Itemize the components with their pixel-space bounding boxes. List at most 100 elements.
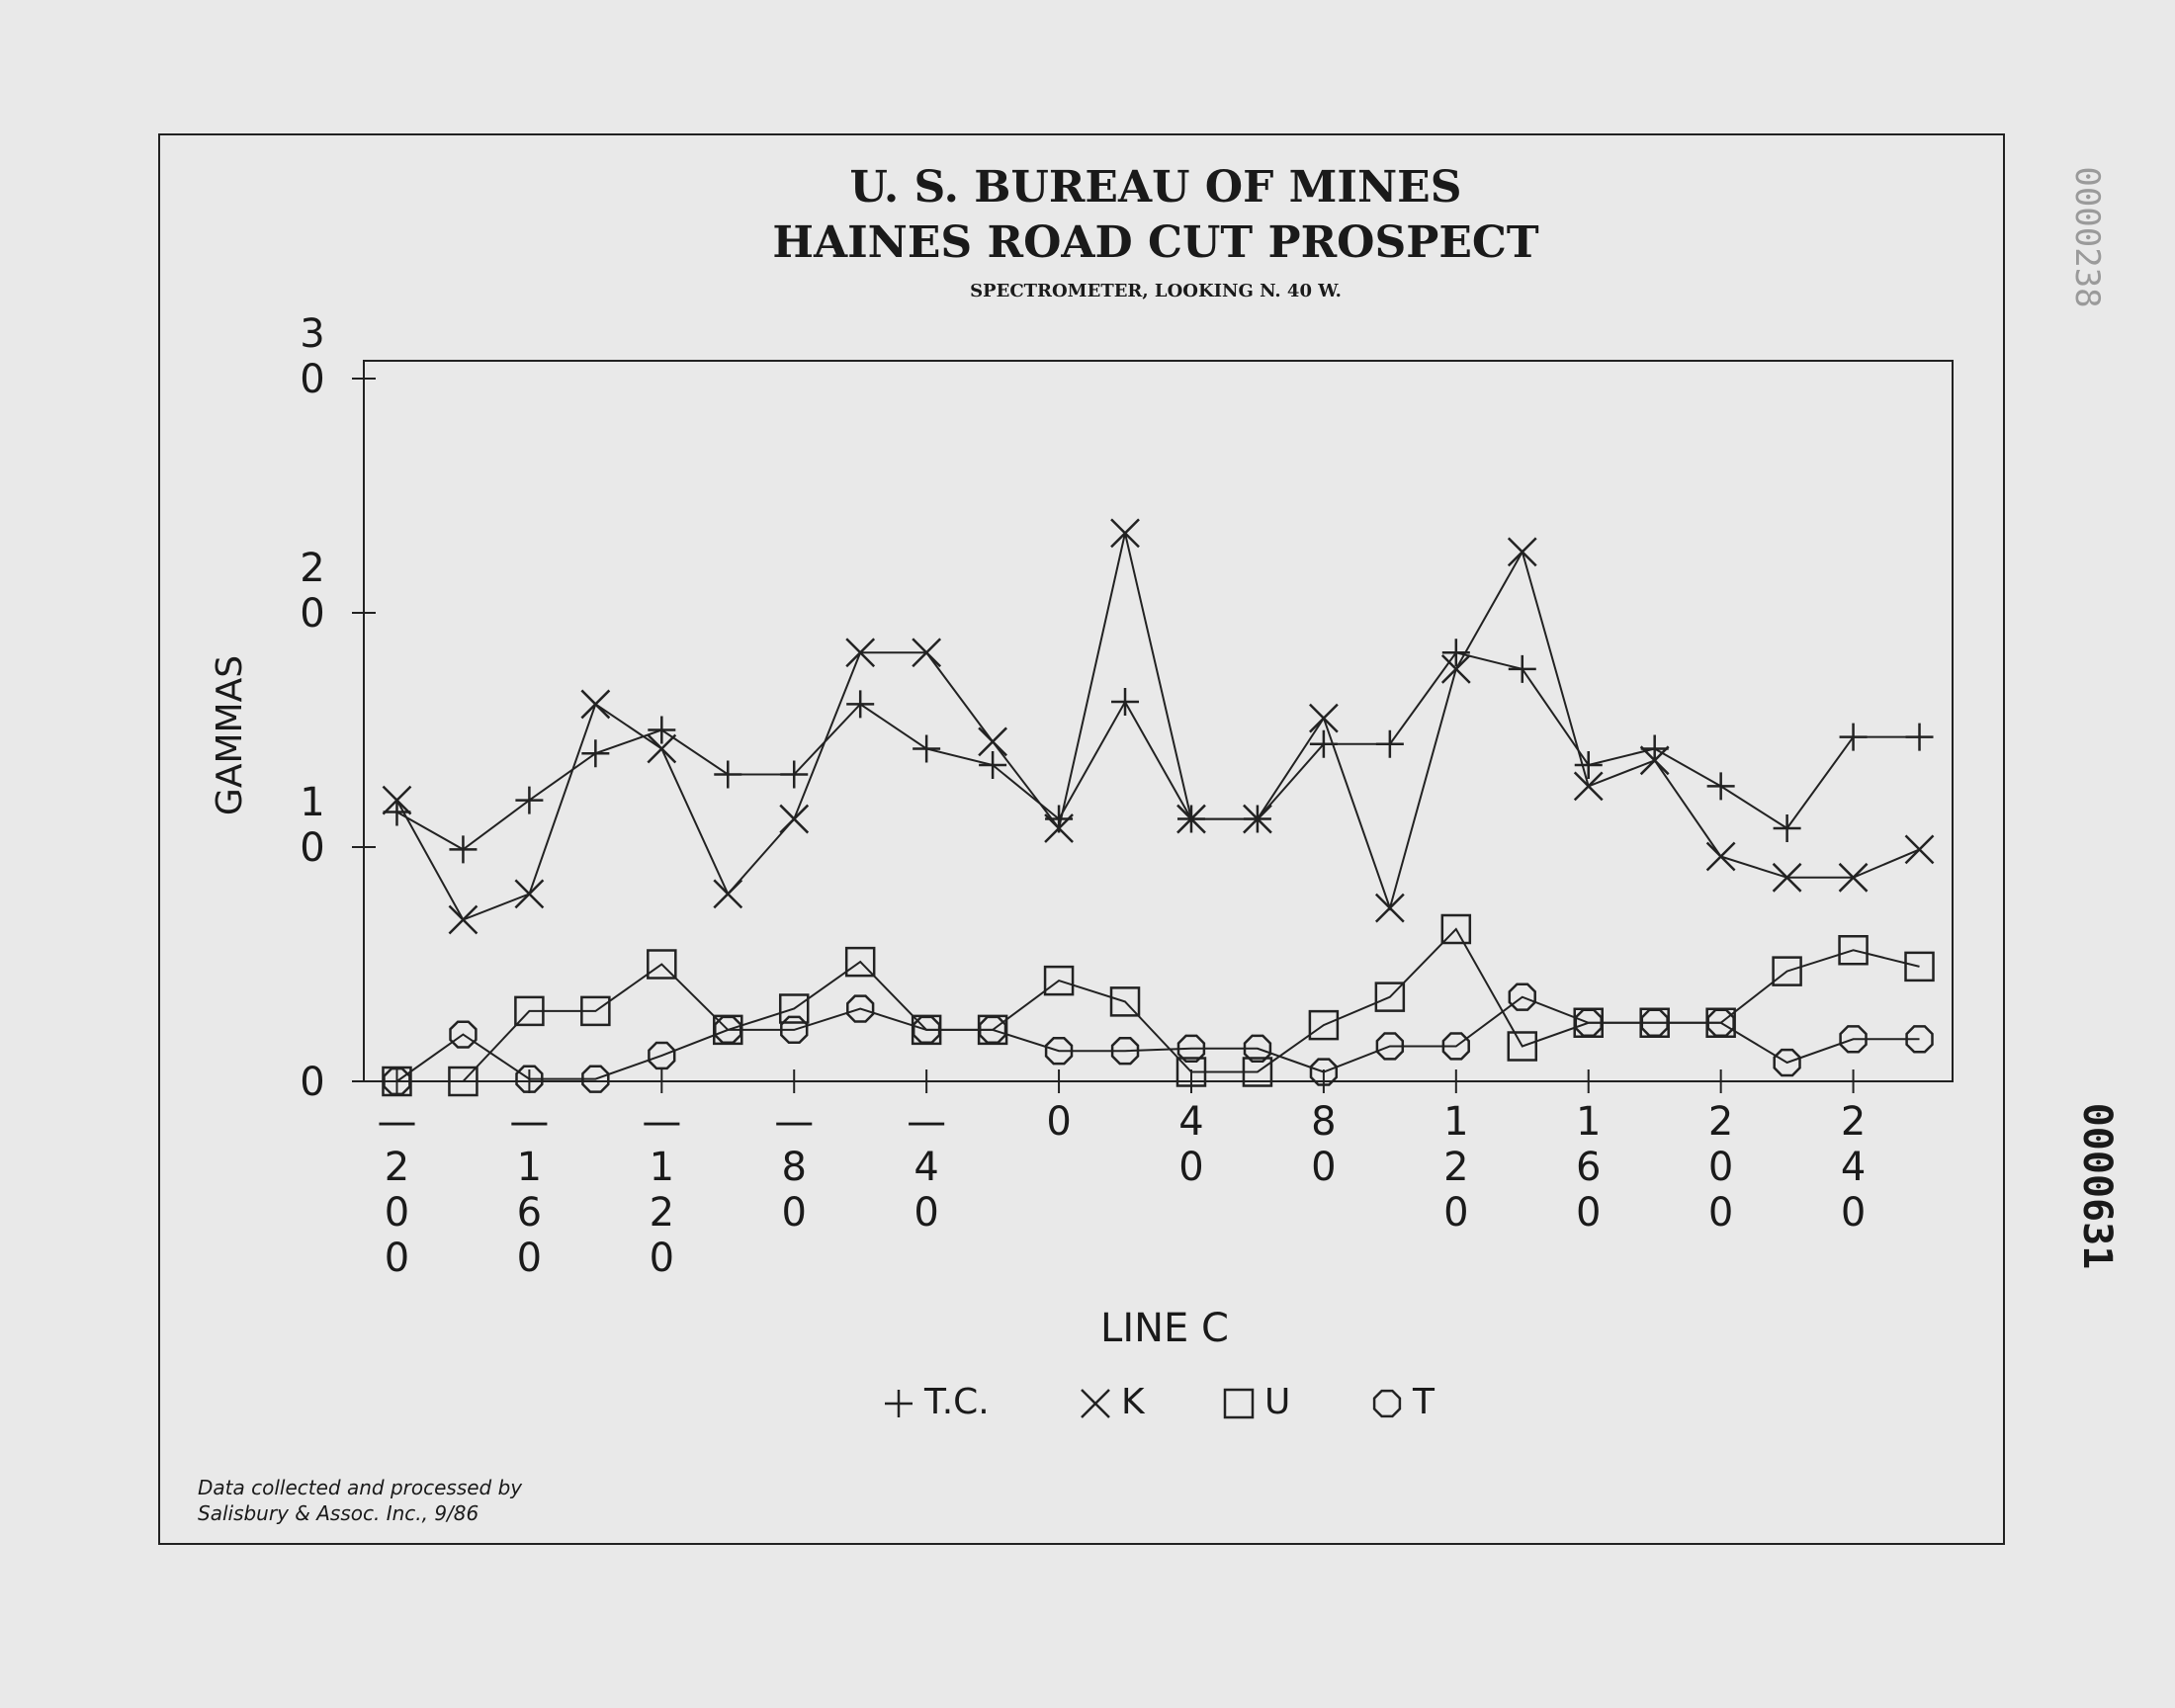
cross-marker bbox=[1110, 518, 1140, 549]
frame bbox=[158, 133, 2005, 1545]
octagon-marker bbox=[1839, 1025, 1868, 1054]
cross-marker bbox=[1573, 771, 1604, 802]
plus-marker bbox=[1375, 729, 1404, 758]
octagon-marker bbox=[449, 1020, 478, 1049]
plus-marker bbox=[515, 786, 544, 814]
octagon-marker bbox=[1372, 1389, 1402, 1418]
y-tick-label: 0 bbox=[300, 1060, 324, 1105]
octagon-marker bbox=[1441, 1032, 1470, 1061]
plus-marker bbox=[1706, 772, 1735, 801]
octagon-marker bbox=[648, 1041, 676, 1070]
plus-marker bbox=[714, 760, 742, 789]
octagon-marker bbox=[1905, 1025, 1934, 1054]
plus-marker bbox=[383, 798, 411, 826]
cross-marker bbox=[1772, 862, 1802, 893]
x-tick-label: —4 0 bbox=[907, 1099, 946, 1236]
x-tick-label: —1 2 0 bbox=[642, 1099, 681, 1281]
x-tick-label: —8 0 bbox=[774, 1099, 814, 1236]
plus-marker bbox=[1905, 723, 1934, 751]
square-marker bbox=[580, 995, 611, 1027]
cross-marker bbox=[1639, 745, 1670, 776]
cross-marker bbox=[1904, 834, 1935, 865]
footnote: Data collected and processed by bbox=[198, 1476, 523, 1499]
page-stamp: 0000238 bbox=[2067, 166, 2107, 307]
square-marker bbox=[1772, 956, 1802, 986]
octagon-marker bbox=[978, 1015, 1007, 1045]
plus-marker bbox=[1640, 734, 1669, 763]
x-tick-label: —1 6 0 bbox=[509, 1099, 549, 1281]
octagon-marker bbox=[515, 1065, 544, 1093]
square-marker bbox=[1440, 913, 1472, 945]
legend-label: K bbox=[1121, 1382, 1146, 1422]
octagon-marker bbox=[1508, 982, 1536, 1011]
page-stamp: 0000631 bbox=[2074, 1103, 2120, 1270]
square-marker bbox=[844, 946, 876, 978]
cross-marker bbox=[514, 879, 545, 909]
square-marker bbox=[1043, 965, 1075, 996]
cross-marker bbox=[1374, 893, 1405, 923]
footnote: Salisbury & Assoc. Inc., 9/86 bbox=[198, 1501, 478, 1525]
square-marker bbox=[1223, 1388, 1255, 1419]
square-marker bbox=[1109, 986, 1141, 1017]
octagon-marker bbox=[714, 1015, 742, 1045]
cross-marker bbox=[1838, 862, 1869, 893]
square-marker bbox=[1175, 1057, 1207, 1087]
square-marker bbox=[1308, 1009, 1340, 1041]
cross-marker bbox=[1081, 1389, 1110, 1418]
cross-marker bbox=[1243, 804, 1272, 834]
octagon-marker bbox=[1640, 1008, 1669, 1037]
cross-marker bbox=[1309, 703, 1339, 733]
plus-marker bbox=[581, 739, 610, 768]
cross-marker bbox=[580, 689, 611, 720]
octagon-marker bbox=[912, 1015, 941, 1045]
x-axis-label: LINE C bbox=[1100, 1306, 1229, 1351]
cross-marker bbox=[1176, 804, 1206, 834]
octagon-marker bbox=[581, 1065, 610, 1093]
plus-marker bbox=[913, 734, 941, 763]
octagon-marker bbox=[1706, 1008, 1735, 1037]
plus-marker bbox=[1773, 814, 1801, 843]
cross-marker bbox=[1044, 813, 1074, 843]
plus-marker bbox=[1574, 751, 1603, 780]
octagon-marker bbox=[1773, 1048, 1801, 1077]
chart-subtitle: HAINES ROAD CUT PROSPECT bbox=[772, 217, 1539, 268]
octagon-marker bbox=[846, 994, 875, 1023]
square-marker bbox=[1838, 935, 1869, 966]
series-line bbox=[396, 927, 1920, 1082]
octagon-marker bbox=[1574, 1008, 1603, 1037]
plus-marker bbox=[1839, 723, 1868, 751]
cross-marker bbox=[779, 804, 810, 834]
octagon-marker bbox=[1044, 1037, 1074, 1066]
plus-marker bbox=[846, 690, 875, 719]
octagon-marker bbox=[1375, 1032, 1405, 1061]
cross-marker bbox=[1507, 537, 1537, 567]
legend-entry: U bbox=[1223, 1382, 1290, 1422]
plus-marker bbox=[780, 760, 809, 789]
y-axis-label: GAMMAS bbox=[210, 655, 250, 815]
plus-marker bbox=[449, 835, 478, 864]
series-line bbox=[395, 533, 1920, 921]
plus-marker bbox=[1508, 654, 1536, 683]
octagon-marker bbox=[1176, 1034, 1206, 1064]
octagon-marker bbox=[383, 1067, 411, 1096]
plus-marker bbox=[648, 716, 676, 744]
octagon-marker bbox=[1243, 1034, 1272, 1064]
square-marker bbox=[448, 1066, 478, 1097]
cross-marker bbox=[448, 904, 478, 935]
square-marker bbox=[778, 993, 810, 1024]
cross-marker bbox=[647, 733, 677, 764]
square-marker bbox=[1374, 982, 1406, 1012]
plus-marker bbox=[979, 751, 1007, 780]
legend-label: T.C. bbox=[923, 1382, 990, 1422]
plus-marker bbox=[1111, 688, 1140, 717]
cross-marker bbox=[1705, 841, 1736, 872]
caption: SPECTROMETER, LOOKING N. 40 W. bbox=[970, 281, 1342, 301]
x-tick-label: —2 0 0 bbox=[377, 1099, 416, 1281]
octagon-marker bbox=[780, 1015, 809, 1045]
square-marker bbox=[514, 995, 545, 1027]
